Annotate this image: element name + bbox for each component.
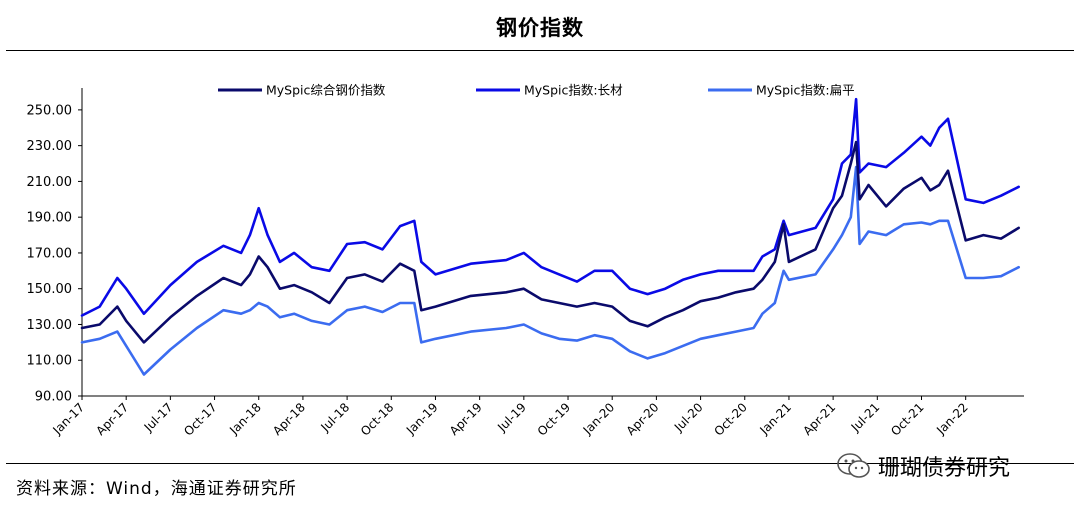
x-tick-label: Oct-20 [711, 400, 749, 438]
series-line-long [80, 97, 1021, 317]
watermark-text: 珊瑚债券研究 [878, 456, 1011, 481]
x-tick-label: Jul-20 [671, 400, 706, 435]
chart-title: 钢价指数 [496, 16, 584, 40]
watermark: 珊瑚债券研究 [836, 450, 1010, 482]
x-tick-label: Apr-21 [800, 400, 838, 438]
wechat-icon [837, 453, 870, 478]
series-line-composite [80, 140, 1021, 344]
x-tick-label: Jul-19 [494, 400, 529, 435]
x-tick-label: Oct-19 [535, 400, 573, 438]
x-tick-label: Jan-20 [580, 400, 618, 438]
top-divider [6, 50, 1074, 51]
y-tick-label: 250.00 [27, 103, 73, 118]
legend-label-flat: MySpic指数:扁平 [756, 83, 855, 98]
bottom-divider [6, 463, 1074, 464]
x-tick-label: Apr-19 [447, 400, 485, 438]
x-tick-label: Oct-18 [358, 400, 396, 438]
x-tick-label: Apr-20 [624, 400, 662, 438]
x-tick-label: Oct-17 [181, 400, 219, 438]
x-tick-label: Jan-22 [933, 400, 971, 438]
y-tick-label: 90.00 [35, 390, 72, 405]
series-line-flat [80, 165, 1021, 376]
y-tick-label: 190.00 [27, 211, 73, 226]
y-tick-label: 170.00 [27, 246, 73, 261]
x-tick-label: Apr-18 [270, 400, 308, 438]
x-tick-label: Apr-17 [93, 400, 131, 438]
source-note: 资料来源：Wind，海通证券研究所 [16, 479, 297, 499]
x-tick-label: Jan-21 [757, 400, 795, 438]
x-tick-label: Jan-18 [226, 400, 264, 438]
x-tick-label: Jul-21 [848, 400, 883, 435]
chart-axes: 90.00 110.00 130.00 150.00 170.00 190.00 210.0… [27, 88, 1024, 439]
x-tick-label: Jul-17 [141, 400, 176, 435]
y-tick-label: 130.00 [27, 318, 73, 333]
x-tick-label: Jan-17 [50, 400, 88, 438]
y-tick-label: 230.00 [27, 139, 73, 154]
y-tick-label: 210.00 [27, 175, 73, 190]
x-tick-label: Jan-19 [403, 400, 441, 438]
y-tick-label: 150.00 [27, 282, 73, 297]
x-tick-label: Jul-18 [318, 400, 353, 435]
chart-legend: MySpic综合钢价指数 MySpic指数:长材 MySpic指数:扁平 [218, 83, 855, 98]
legend-label-long: MySpic指数:长材 [524, 83, 623, 98]
chart-series [80, 97, 1021, 376]
legend-label-composite: MySpic综合钢价指数 [266, 83, 386, 98]
x-tick-label: Oct-21 [888, 400, 926, 438]
y-tick-label: 110.00 [27, 354, 73, 369]
